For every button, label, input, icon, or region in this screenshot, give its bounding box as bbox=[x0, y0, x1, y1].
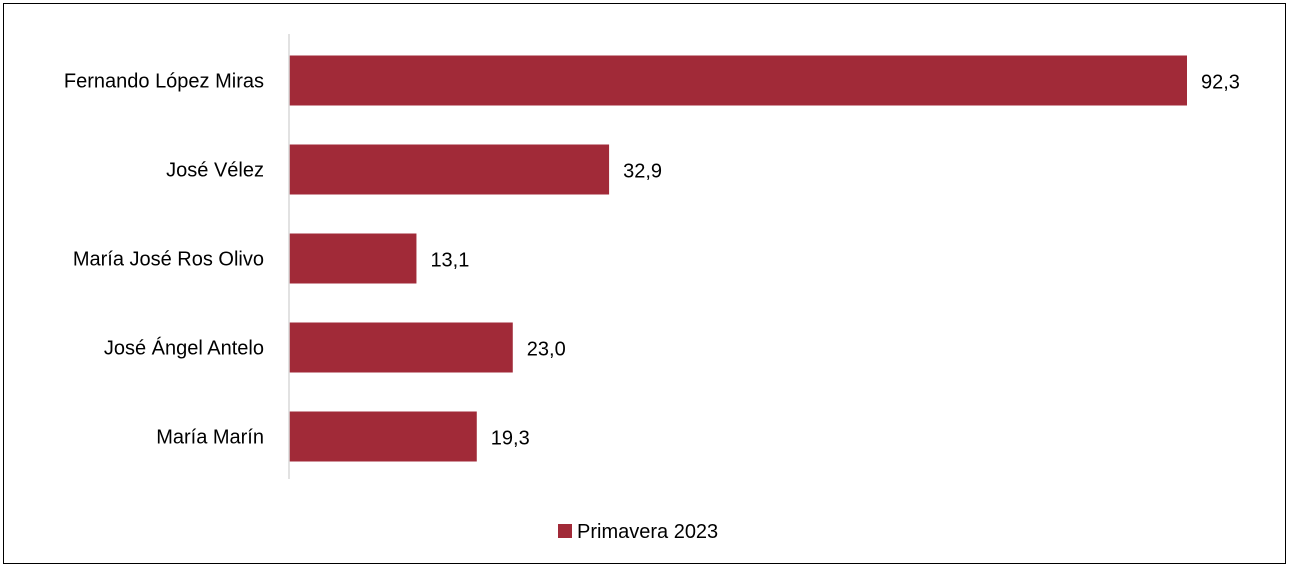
bars-layer bbox=[289, 55, 1187, 462]
category-label: José Vélez bbox=[166, 160, 264, 182]
value-label: 32,9 bbox=[623, 161, 662, 183]
bar bbox=[289, 233, 417, 284]
legend: Primavera 2023 bbox=[558, 521, 718, 543]
bar bbox=[289, 322, 513, 373]
legend-label: Primavera 2023 bbox=[577, 521, 718, 543]
value-label: 23,0 bbox=[527, 339, 566, 361]
value-label: 19,3 bbox=[491, 428, 530, 450]
bar bbox=[289, 411, 477, 462]
value-label: 92,3 bbox=[1201, 72, 1240, 94]
category-label: Fernando López Miras bbox=[64, 71, 264, 93]
category-label: María José Ros Olivo bbox=[73, 249, 264, 271]
category-labels: Fernando López Miras José Vélez María José… bbox=[64, 71, 264, 449]
bar bbox=[289, 144, 610, 195]
bar bbox=[289, 55, 1187, 106]
category-label: María Marín bbox=[156, 427, 264, 449]
value-label: 13,1 bbox=[430, 250, 469, 272]
legend-swatch bbox=[558, 524, 572, 538]
category-label: José Ángel Antelo bbox=[104, 337, 264, 360]
value-labels: 92,3 32,9 13,1 23,0 19,3 bbox=[430, 72, 1239, 450]
